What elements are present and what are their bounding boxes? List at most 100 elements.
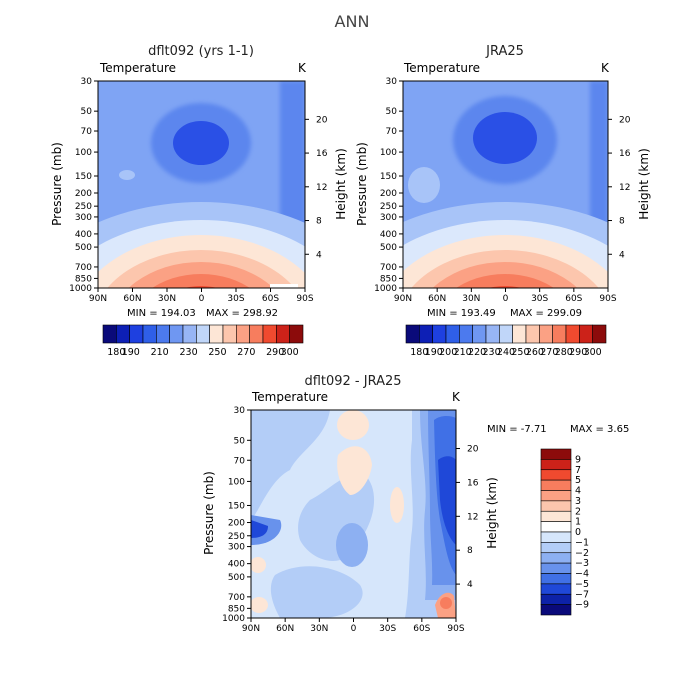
y-tick-label: 700 <box>380 263 397 273</box>
y-right-tick-label: 4 <box>316 250 322 260</box>
colorbar-swatch <box>540 531 572 543</box>
colorbar-label: −5 <box>575 579 589 590</box>
colorbar-swatch <box>540 459 572 471</box>
y-right-tick-label: 12 <box>316 183 327 193</box>
x-tick-label: 60S <box>565 294 582 304</box>
y-axis-label: Pressure (mb) <box>202 471 216 555</box>
colorbar-swatch <box>540 500 572 512</box>
y-tick-label: 70 <box>81 127 93 137</box>
y-tick-label: 30 <box>234 406 246 416</box>
colorbar-swatch <box>222 324 237 344</box>
colorbar-swatch <box>525 324 540 344</box>
colorbar-label: 230 <box>179 347 197 358</box>
y-tick-label: 250 <box>75 202 92 212</box>
colorbar-swatch <box>540 593 572 605</box>
x-tick-label: 90S <box>599 294 616 304</box>
colorbar-swatch <box>540 583 572 595</box>
colorbar-label: 210 <box>454 347 472 358</box>
y-tick-label: 850 <box>228 604 245 614</box>
colorbar-label: 300 <box>584 347 602 358</box>
y-tick-label: 700 <box>75 263 92 273</box>
colorbar-label: 210 <box>151 347 169 358</box>
colorbar-swatch <box>552 324 567 344</box>
y-tick-label: 500 <box>228 573 245 583</box>
y-tick-label: 850 <box>380 274 397 284</box>
y-tick-label: 70 <box>386 127 398 137</box>
max-label: MAX = 3.65 <box>570 424 629 435</box>
colorbar-swatch <box>579 324 593 344</box>
x-tick-label: 0 <box>503 294 509 304</box>
y-tick-label: 200 <box>75 189 92 199</box>
colorbar-swatch <box>102 324 117 344</box>
panel-reference: JRA25 Temperature K 30507010015020025030… <box>355 44 651 358</box>
y-tick-label: 150 <box>228 501 245 511</box>
colorbar-swatch <box>540 521 572 533</box>
units-label: K <box>601 61 610 75</box>
min-label: MIN = 193.49 <box>427 308 496 319</box>
y-right-tick-label: 16 <box>316 149 328 159</box>
y-tick-label: 250 <box>228 532 245 542</box>
colorbar-label: 250 <box>511 347 529 358</box>
colorbar-label: 190 <box>425 347 443 358</box>
colorbar-swatch <box>540 469 572 481</box>
colorbar-label: 4 <box>575 486 581 497</box>
colorbar-label: −1 <box>575 537 589 548</box>
colorbar-label: 240 <box>497 347 515 358</box>
y-tick-label: 700 <box>228 593 245 603</box>
colorbar-swatch <box>540 479 572 491</box>
colorbar-label: 270 <box>237 347 255 358</box>
colorbar-swatch <box>540 490 572 502</box>
colorbar-label: 290 <box>569 347 587 358</box>
colorbar-swatch <box>540 552 572 564</box>
contour-field <box>403 81 608 288</box>
y-right-tick-label: 16 <box>619 149 631 159</box>
colorbar-swatch <box>540 573 572 585</box>
colorbar-swatch <box>169 324 184 344</box>
y-tick-label: 30 <box>386 77 398 87</box>
colorbar-swatch <box>276 324 290 344</box>
axes: 3050701001502002503004005007008501000481… <box>374 77 631 304</box>
x-tick-label: 30N <box>462 294 480 304</box>
max-label: MAX = 298.92 <box>206 308 278 319</box>
y-tick-label: 200 <box>380 189 397 199</box>
panel-title: dflt092 - JRA25 <box>304 374 401 389</box>
colorbar-label: 280 <box>555 347 573 358</box>
y-right-tick-label: 4 <box>467 580 473 590</box>
y-tick-label: 50 <box>81 107 93 117</box>
colorbar-label: 190 <box>122 347 140 358</box>
colorbar-label: 1 <box>575 517 581 528</box>
colorbar-label: 3 <box>575 496 581 507</box>
contour-field <box>98 81 305 288</box>
colorbar-swatch <box>540 510 572 522</box>
colorbar-label: 180 <box>107 347 125 358</box>
colorbar-label: 5 <box>575 475 581 486</box>
y-tick-label: 400 <box>228 560 245 570</box>
colorbar-label: −9 <box>575 600 589 611</box>
colorbar-swatch <box>196 324 210 344</box>
colorbar-swatch <box>565 324 580 344</box>
x-tick-label: 60S <box>413 624 430 634</box>
colorbar-label: 7 <box>575 465 581 476</box>
y-tick-label: 1000 <box>374 284 397 294</box>
colorbar-swatch <box>499 324 513 344</box>
y-right-tick-label: 20 <box>619 115 631 125</box>
colorbar-swatch <box>142 324 157 344</box>
colorbar-swatch <box>262 324 277 344</box>
y-tick-label: 500 <box>380 243 397 253</box>
colorbar-label: 9 <box>575 454 581 465</box>
y-tick-label: 300 <box>380 213 397 223</box>
colorbar-swatch <box>116 324 130 344</box>
colorbar-label: 200 <box>439 347 457 358</box>
axes: 3050701001502002503004005007008501000481… <box>69 77 328 304</box>
colorbar-swatch <box>129 324 144 344</box>
y-right-tick-label: 12 <box>467 512 478 522</box>
y-tick-label: 30 <box>81 77 93 87</box>
colorbar-label: −7 <box>575 589 589 600</box>
y-tick-label: 150 <box>75 172 92 182</box>
colorbar-label: 250 <box>208 347 226 358</box>
y-tick-label: 100 <box>228 477 245 487</box>
colorbar-swatch <box>472 324 487 344</box>
